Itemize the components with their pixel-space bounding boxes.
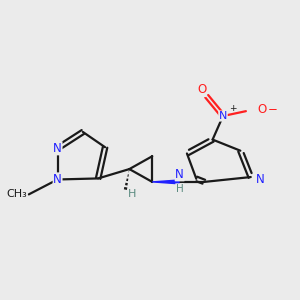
- Text: O: O: [257, 103, 266, 116]
- Polygon shape: [152, 180, 179, 184]
- Text: N: N: [219, 111, 227, 121]
- Text: N: N: [53, 173, 62, 186]
- Text: H: H: [128, 189, 136, 199]
- Text: O: O: [197, 83, 206, 97]
- Text: H: H: [176, 184, 184, 194]
- Text: CH₃: CH₃: [6, 189, 27, 200]
- Text: +: +: [229, 104, 236, 113]
- Text: N: N: [53, 142, 62, 155]
- Text: N: N: [175, 168, 184, 181]
- Text: N: N: [256, 173, 265, 186]
- Text: −: −: [267, 103, 277, 116]
